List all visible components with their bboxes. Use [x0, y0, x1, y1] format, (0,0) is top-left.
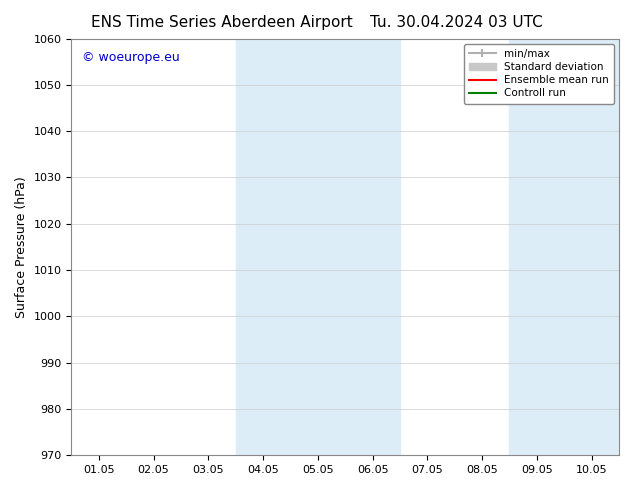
Bar	[510, 39, 624, 455]
Text: © woeurope.eu: © woeurope.eu	[82, 51, 180, 64]
Legend: min/max, Standard deviation, Ensemble mean run, Controll run: min/max, Standard deviation, Ensemble me…	[464, 44, 614, 103]
Bar	[236, 39, 400, 455]
Text: ENS Time Series Aberdeen Airport: ENS Time Series Aberdeen Airport	[91, 15, 353, 30]
Y-axis label: Surface Pressure (hPa): Surface Pressure (hPa)	[15, 176, 28, 318]
Text: Tu. 30.04.2024 03 UTC: Tu. 30.04.2024 03 UTC	[370, 15, 543, 30]
